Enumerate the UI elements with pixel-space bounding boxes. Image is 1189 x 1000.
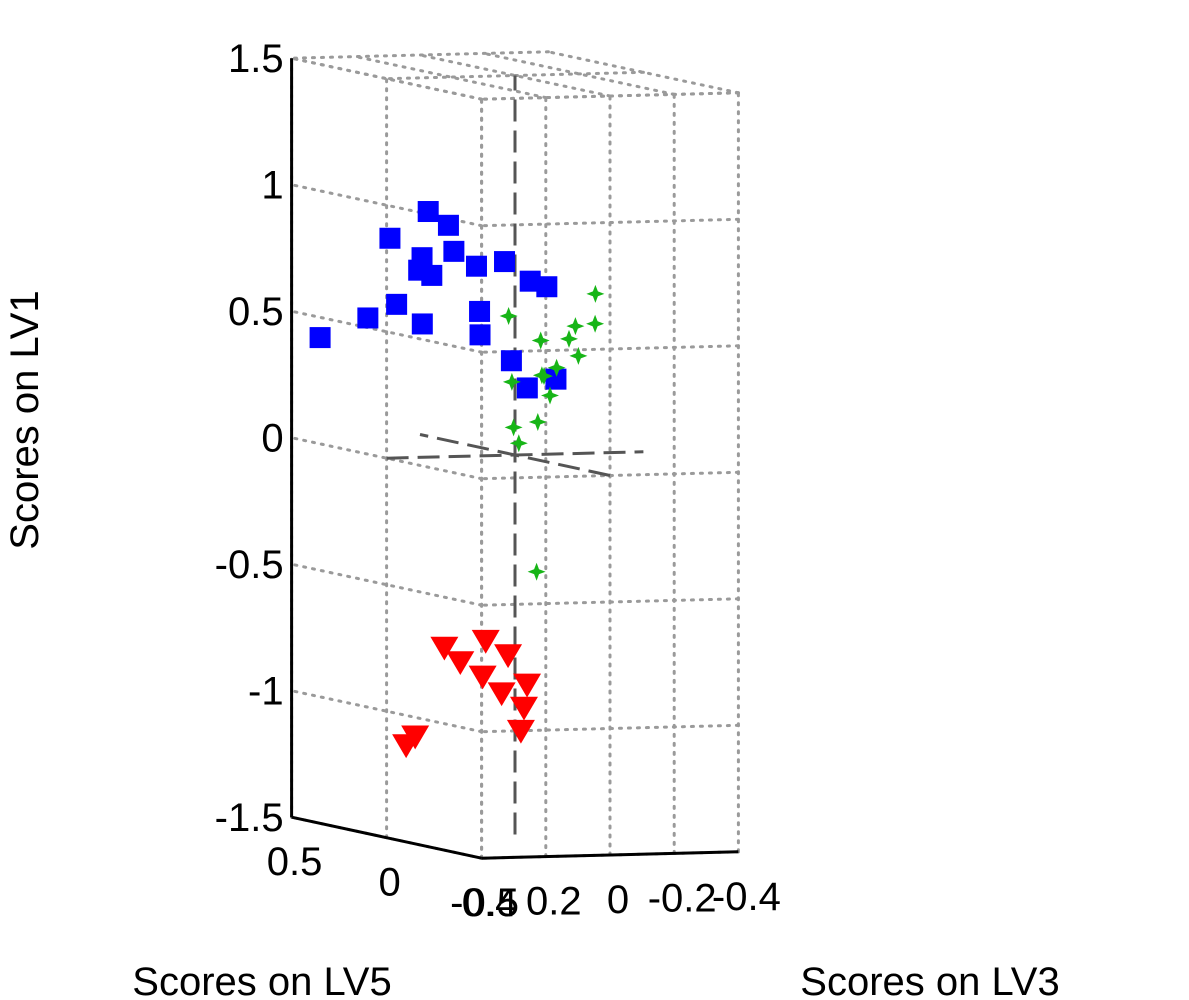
square-marker: [437, 214, 459, 236]
star-marker: [547, 358, 566, 377]
square-marker: [379, 227, 401, 249]
lv1-tick-label: 1.5: [228, 37, 284, 81]
lv5-axis-line: [291, 815, 482, 860]
star-marker: [502, 372, 521, 391]
square-marker: [545, 368, 567, 390]
triangle-marker: [506, 719, 535, 744]
star-marker: [586, 314, 605, 333]
star-marker: [504, 418, 523, 437]
star-marker: [528, 413, 547, 431]
gridline: [480, 597, 740, 607]
lv3-tick-label: -0.4: [712, 875, 781, 919]
lv3-axis-label: Scores on LV3: [800, 960, 1059, 1000]
tick-labels: 1.510.50-0.5-1-1.50.5 0 -0.50.4 0.2 0 -0.2-0.…: [215, 37, 781, 925]
square-marker: [494, 251, 516, 273]
square-marker: [519, 270, 541, 292]
square-marker: [386, 293, 408, 315]
gridline: [482, 51, 676, 96]
triangle-marker: [401, 725, 430, 750]
gridline: [290, 183, 484, 228]
square-marker: [443, 240, 465, 262]
lv1-tick-label: 0: [261, 417, 283, 461]
star-marker: [532, 366, 551, 385]
square-marker: [469, 324, 491, 346]
square-marker: [408, 259, 430, 281]
star-marker: [531, 331, 550, 350]
square-marker: [516, 377, 538, 399]
lv1-tick-label: 1: [261, 164, 283, 208]
origin-lv5-dashed-axis: [419, 433, 611, 477]
gridline: [480, 91, 740, 101]
square-marker: [500, 350, 522, 372]
gridline: [354, 55, 548, 100]
lv1-tick-label: 0.5: [228, 290, 284, 334]
lv1-tick-label: -1: [248, 670, 284, 714]
marks-layer: [309, 201, 605, 759]
gridline: [290, 50, 550, 60]
triangle-marker: [487, 682, 516, 707]
star-marker: [560, 329, 578, 348]
square-marker: [357, 307, 379, 329]
gridline: [290, 309, 484, 354]
lv5-tick-label: -0.5: [450, 881, 519, 925]
gridline: [546, 50, 740, 95]
gridline: [480, 217, 740, 228]
lv5-axis-label: Scores on LV5: [132, 960, 391, 1000]
triangle-marker: [513, 673, 542, 698]
square-marker: [417, 201, 439, 223]
gridline: [290, 56, 484, 101]
square-marker: [536, 276, 558, 298]
star-marker: [541, 386, 559, 405]
triangle-marker: [494, 644, 523, 669]
star-marker: [569, 346, 588, 365]
gridline: [480, 344, 740, 354]
lv3-tick-label: -0.2: [648, 876, 717, 920]
lv1-axis-label: Scores on LV1: [3, 290, 47, 549]
gridline: [290, 436, 484, 481]
star-marker: [499, 307, 518, 325]
square-marker: [469, 300, 491, 322]
lv3-tick-label: 0: [607, 878, 629, 922]
triangle-marker: [471, 629, 500, 654]
lv1-tick-label: -1.5: [215, 796, 284, 840]
star-marker: [566, 317, 585, 336]
gridline: [290, 689, 484, 734]
lv3-tick-label: 0.2: [526, 880, 582, 924]
triangle-marker: [430, 636, 459, 661]
square-marker: [411, 313, 433, 335]
lv1-tick-label: -0.5: [215, 543, 284, 587]
gridline: [480, 723, 740, 734]
lv3-axis-line: [481, 850, 739, 860]
lv5-tick-label: 0: [378, 861, 400, 905]
triangle-marker: [446, 651, 475, 676]
star-marker: [586, 284, 605, 303]
square-marker: [465, 255, 487, 277]
triangle-marker: [468, 665, 497, 690]
lv3-tick-label: 0.4: [462, 881, 518, 925]
axis-layer: [290, 58, 739, 860]
star-marker: [527, 562, 546, 581]
lv5-tick-label: 0.5: [267, 840, 323, 884]
square-marker: [309, 327, 331, 349]
gridline: [290, 562, 484, 607]
triangle-marker: [509, 696, 538, 721]
star-marker: [509, 434, 528, 453]
gridline: [418, 53, 612, 98]
